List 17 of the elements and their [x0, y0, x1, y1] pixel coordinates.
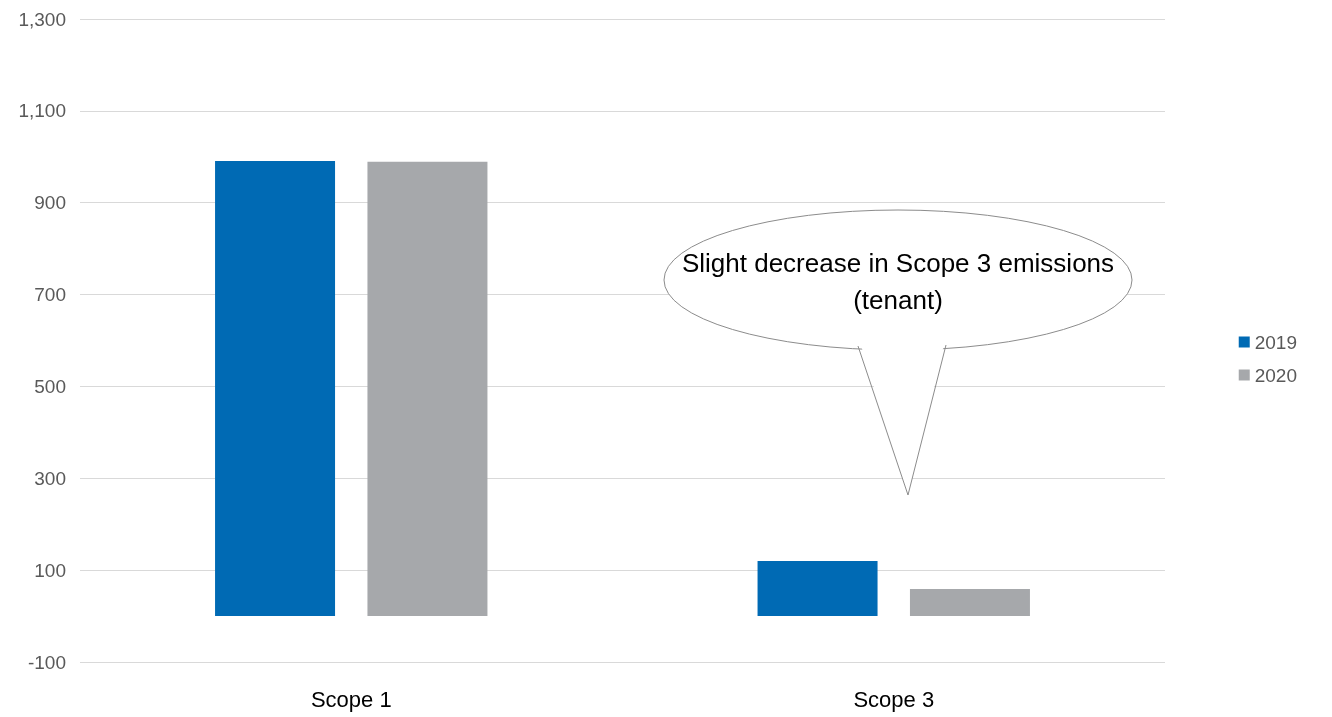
bar [909, 588, 1030, 617]
legend-label: 2019 [1254, 331, 1298, 353]
x-tick-label: Scope 3 [853, 686, 935, 712]
y-tick-label: 900 [34, 192, 66, 214]
y-tick-label: 700 [34, 284, 66, 306]
y-tick-label: 100 [34, 559, 66, 581]
y-tick-label: 1,300 [18, 8, 66, 30]
y-tick-label: 1,100 [18, 100, 66, 122]
legend-label: 2020 [1254, 364, 1298, 386]
y-tick-label: -100 [27, 651, 66, 673]
bar [215, 160, 336, 617]
bar [757, 560, 878, 617]
bar [367, 161, 488, 617]
x-tick-label: Scope 1 [310, 686, 392, 712]
annotation: Slight decrease in Scope 3 emissions (tenant) [680, 247, 1116, 317]
y-tick-label: 500 [34, 375, 66, 397]
y-tick-label: 300 [34, 467, 66, 489]
